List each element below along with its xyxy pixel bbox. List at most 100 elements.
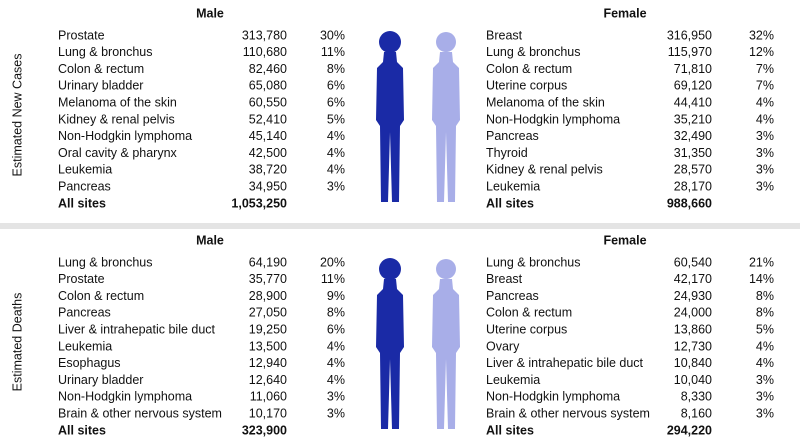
percentage: 4% [327, 129, 345, 143]
case-count: 11,060 [250, 390, 287, 404]
case-count: 10,170 [249, 406, 287, 420]
group-title: Male [196, 233, 224, 247]
total-count: 1,053,250 [231, 196, 287, 210]
percentage: 20% [320, 255, 345, 269]
case-count: 24,930 [674, 289, 712, 303]
case-count: 28,570 [674, 163, 712, 177]
case-count: 12,730 [674, 339, 712, 353]
case-count: 13,860 [674, 322, 712, 336]
cancer-site: Non-Hodgkin lymphoma [486, 112, 620, 126]
percentage: 21% [749, 255, 774, 269]
case-count: 28,900 [249, 289, 287, 303]
case-count: 12,640 [249, 373, 287, 387]
case-count: 34,950 [249, 179, 287, 193]
case-count: 38,720 [249, 163, 287, 177]
cancer-site: Colon & rectum [58, 62, 144, 76]
case-count: 60,540 [674, 255, 712, 269]
percentage: 11% [321, 45, 345, 59]
case-count: 10,840 [674, 356, 712, 370]
percentage: 3% [756, 163, 774, 177]
female-figure [432, 32, 460, 429]
percentage: 5% [756, 322, 774, 336]
case-count: 8,160 [681, 406, 712, 420]
case-count: 44,410 [674, 95, 712, 109]
total-count: 294,220 [667, 423, 712, 437]
case-count: 28,170 [674, 179, 712, 193]
percentage: 3% [756, 390, 774, 404]
cancer-site: Oral cavity & pharynx [58, 146, 178, 160]
cancer-site: Melanoma of the skin [486, 95, 605, 109]
percentage: 3% [756, 406, 774, 420]
case-count: 24,000 [674, 306, 712, 320]
cancer-site: Esophagus [58, 356, 121, 370]
cancer-site: Non-Hodgkin lymphoma [58, 129, 192, 143]
percentage: 9% [327, 289, 345, 303]
cancer-site: Leukemia [58, 339, 112, 353]
cancer-site: Ovary [486, 339, 520, 353]
cancer-site: Breast [486, 28, 523, 42]
percentage: 6% [327, 95, 345, 109]
cancer-site: Colon & rectum [486, 306, 572, 320]
percentage: 4% [327, 356, 345, 370]
case-count: 35,210 [674, 112, 712, 126]
percentage: 7% [756, 79, 774, 93]
group-title: Male [196, 6, 224, 20]
cancer-site: Brain & other nervous system [486, 406, 650, 420]
percentage: 4% [756, 356, 774, 370]
total-count: 323,900 [242, 423, 287, 437]
cancer-site: Kidney & renal pelvis [58, 112, 175, 126]
cancer-site: Pancreas [486, 289, 539, 303]
percentage: 3% [756, 373, 774, 387]
cancer-site: Leukemia [486, 373, 540, 387]
cancer-site: Liver & intrahepatic bile duct [486, 356, 644, 370]
percentage: 4% [756, 95, 774, 109]
case-count: 31,350 [674, 146, 712, 160]
case-count: 19,250 [249, 322, 287, 336]
total-count: 988,660 [667, 196, 712, 210]
case-count: 316,950 [667, 28, 712, 42]
total-label: All sites [486, 196, 534, 210]
percentage: 3% [756, 129, 774, 143]
percentage: 12% [749, 45, 774, 59]
total-label: All sites [58, 423, 106, 437]
percentage: 5% [327, 112, 345, 126]
cancer-site: Uterine corpus [486, 322, 567, 336]
percentage: 3% [756, 146, 774, 160]
cancer-site: Non-Hodgkin lymphoma [486, 390, 620, 404]
percentage: 3% [327, 390, 345, 404]
case-count: 13,500 [249, 339, 287, 353]
side-label: Estimated Deaths [10, 293, 24, 392]
case-count: 69,120 [674, 79, 712, 93]
cancer-site: Lung & bronchus [58, 45, 153, 59]
case-count: 313,780 [242, 28, 287, 42]
cancer-site: Liver & intrahepatic bile duct [58, 322, 216, 336]
case-count: 115,970 [668, 45, 712, 59]
cancer-site: Urinary bladder [58, 79, 143, 93]
percentage: 3% [327, 406, 345, 420]
percentage: 4% [327, 146, 345, 160]
percentage: 3% [327, 179, 345, 193]
cancer-site: Pancreas [58, 306, 111, 320]
cancer-site: Leukemia [486, 179, 540, 193]
case-count: 42,170 [674, 272, 712, 286]
percentage: 8% [327, 62, 345, 76]
cancer-site: Melanoma of the skin [58, 95, 177, 109]
case-count: 71,810 [674, 62, 712, 76]
percentage: 30% [320, 28, 345, 42]
total-label: All sites [58, 196, 106, 210]
case-count: 45,140 [249, 129, 287, 143]
cancer-site: Kidney & renal pelvis [486, 163, 603, 177]
percentage: 4% [327, 373, 345, 387]
percentage: 8% [756, 289, 774, 303]
case-count: 35,770 [249, 272, 287, 286]
percentage: 8% [756, 306, 774, 320]
percentage: 6% [327, 322, 345, 336]
case-count: 60,550 [249, 95, 287, 109]
percentage: 32% [749, 28, 774, 42]
percentage: 4% [327, 339, 345, 353]
cancer-site: Pancreas [58, 179, 111, 193]
cancer-site: Pancreas [486, 129, 539, 143]
percentage: 4% [756, 112, 774, 126]
cancer-site: Thyroid [486, 146, 528, 160]
